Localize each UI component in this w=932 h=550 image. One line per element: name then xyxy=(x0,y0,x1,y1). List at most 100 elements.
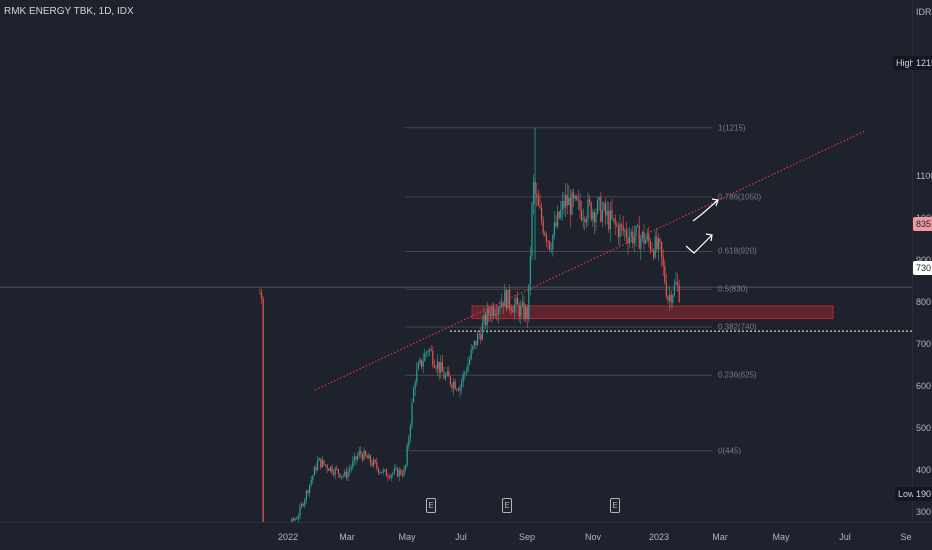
candle-body xyxy=(401,474,403,476)
candle-body xyxy=(491,306,493,317)
candle-body xyxy=(496,313,498,315)
trendline-line xyxy=(314,130,866,391)
time-tick-label: Mar xyxy=(712,532,728,542)
candle-body xyxy=(417,363,419,370)
candle-body xyxy=(678,285,680,302)
grid xyxy=(0,286,912,332)
candle-body xyxy=(358,451,360,456)
candle-body xyxy=(597,199,599,214)
candle-body xyxy=(553,222,555,235)
trendline xyxy=(314,130,866,391)
candle-body xyxy=(462,374,464,382)
price-tick-label: 400 xyxy=(916,464,932,475)
candle-body xyxy=(469,358,471,364)
candle-body xyxy=(566,194,568,206)
time-tick-label: Nov xyxy=(584,532,602,542)
candle-body xyxy=(611,210,613,219)
candle-body xyxy=(486,308,488,326)
candle-body xyxy=(389,477,391,478)
candle-body xyxy=(481,323,483,340)
candle-body xyxy=(344,471,346,476)
level-line-badge: 730 xyxy=(913,261,932,275)
candle-body xyxy=(605,203,607,216)
candle-body xyxy=(400,470,402,475)
time-tick-label: Mar xyxy=(339,532,355,542)
candle-body xyxy=(448,371,450,377)
candle-body xyxy=(633,236,635,244)
candle-body xyxy=(339,473,341,478)
price-chart[interactable] xyxy=(0,0,912,522)
candle-body xyxy=(421,359,423,367)
candle-body xyxy=(262,298,264,522)
candle-body xyxy=(416,369,418,383)
candle-body xyxy=(485,314,487,326)
candle-body xyxy=(643,232,645,244)
candle-body xyxy=(624,230,626,231)
candle-body xyxy=(323,460,325,465)
candle-body xyxy=(667,296,669,301)
candle-body xyxy=(536,193,538,197)
fib-level-label: 0.5(830) xyxy=(718,284,748,294)
candle-body xyxy=(513,304,515,313)
arrowhead xyxy=(705,233,713,242)
candle-body xyxy=(625,230,627,238)
candle-body xyxy=(587,199,589,220)
candle-body xyxy=(419,359,421,364)
time-tick-label: May xyxy=(772,532,790,542)
candle-body xyxy=(561,200,563,210)
candle-body xyxy=(557,211,559,227)
candle-body xyxy=(309,484,311,493)
candle-body xyxy=(430,349,432,351)
candle-body xyxy=(425,352,427,354)
arrowhead xyxy=(711,198,719,207)
candle-body xyxy=(531,203,533,257)
candle-body xyxy=(350,467,352,470)
candle-body xyxy=(369,455,371,463)
candle-body xyxy=(405,465,407,469)
candle-body xyxy=(589,199,591,203)
candle-body xyxy=(352,460,354,468)
candle-body xyxy=(451,384,453,389)
candle-body xyxy=(445,375,447,379)
earnings-event-icon[interactable]: E xyxy=(426,498,436,513)
candle-body xyxy=(673,284,675,296)
candle-body xyxy=(608,210,610,230)
candle-body xyxy=(672,295,674,303)
candle-body xyxy=(333,472,335,475)
low-label: Low xyxy=(895,487,918,501)
candle-body xyxy=(571,192,573,215)
earnings-event-icon[interactable]: E xyxy=(502,498,512,513)
candle-body xyxy=(582,218,584,220)
candle-body xyxy=(464,372,466,375)
candle-body xyxy=(329,466,331,471)
candle-body xyxy=(467,363,469,372)
candle-body xyxy=(510,306,512,311)
candle-body xyxy=(424,353,426,362)
candle-body xyxy=(261,293,263,299)
candle-body xyxy=(477,333,479,346)
candle-body xyxy=(366,455,368,459)
candle-body xyxy=(505,290,507,309)
candle-body xyxy=(662,256,664,266)
candle-body xyxy=(537,196,539,206)
candle-body xyxy=(601,210,603,222)
candle-body xyxy=(614,218,616,225)
candle-body xyxy=(654,236,656,258)
candle-body xyxy=(630,232,632,237)
candle-body xyxy=(670,294,672,303)
earnings-event-icon[interactable]: E xyxy=(610,498,620,513)
candle-body xyxy=(341,475,343,478)
candle-body xyxy=(465,371,467,373)
time-tick-label: Jul xyxy=(455,532,467,542)
candle-body xyxy=(384,469,386,471)
candle-body xyxy=(544,232,546,235)
candle-body xyxy=(435,367,437,369)
candle-body xyxy=(374,459,376,463)
candle-body xyxy=(438,361,440,373)
candle-body xyxy=(646,234,648,240)
candle-body xyxy=(422,361,424,367)
bounce-projection-arrow xyxy=(685,234,713,254)
candle-body xyxy=(512,310,514,313)
fib-level-label: 0.236(625) xyxy=(718,370,757,380)
candle-body xyxy=(312,475,314,481)
